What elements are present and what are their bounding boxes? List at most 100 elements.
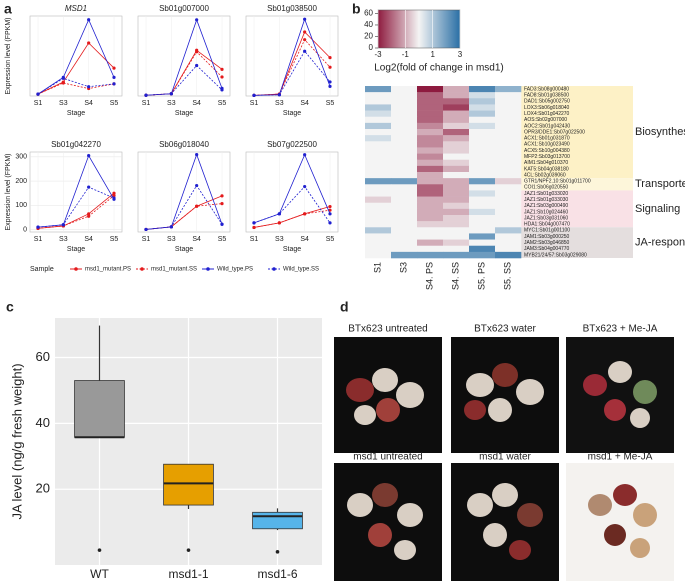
heat-cell (391, 233, 418, 240)
x-tick-label: S4 (300, 100, 309, 107)
heat-cell (391, 196, 418, 204)
panel-label: b (352, 1, 361, 17)
column-label: S4. SS (450, 262, 460, 290)
heat-cell (469, 153, 496, 161)
heat-cell (495, 129, 522, 136)
heat-cell (443, 202, 470, 210)
point (303, 184, 307, 189)
point (61, 81, 65, 85)
x-tick-label: S1 (142, 100, 151, 107)
heat-cell (417, 178, 444, 185)
point (112, 194, 116, 198)
heat-cell (391, 178, 418, 185)
heat-cell (391, 215, 418, 222)
series-line (37, 82, 115, 95)
x-tick-label: S4 (192, 236, 201, 243)
heat-cell (495, 196, 522, 204)
box (163, 463, 214, 506)
point (303, 38, 307, 42)
heat-cell (391, 141, 418, 148)
row-label: MYC1:Sb01g001100 (524, 228, 570, 234)
heat-cell (469, 251, 496, 259)
row-label: MFP2:Sb03g013700 (524, 154, 570, 160)
series-line (253, 153, 331, 224)
legend-swatch (206, 267, 210, 271)
series-line (145, 203, 223, 230)
x-tick-label: S3 (59, 100, 68, 107)
heat-cell (495, 190, 522, 197)
heat-cell (469, 202, 496, 210)
colorbar-tick-label: -1 (402, 50, 410, 59)
heat-cell (365, 239, 392, 247)
heat-cell (469, 147, 496, 154)
row-label: JAZ1:Sb10g024460 (524, 209, 568, 215)
photo (566, 463, 674, 581)
row-label: FAD3:Sb08g000480 (524, 86, 569, 92)
heat-cell (391, 129, 418, 136)
heat-cell (495, 92, 522, 99)
group-label: Signaling (635, 203, 680, 215)
heat-cell (391, 239, 418, 247)
point (195, 50, 199, 54)
heat-cell (443, 159, 470, 167)
point (169, 92, 173, 96)
point (220, 88, 224, 92)
heat-cell (391, 104, 418, 111)
heat-cell (495, 104, 522, 111)
row-label: KAT5:Sb04g038180 (524, 166, 569, 172)
heat-cell (391, 165, 418, 173)
heat-cell (469, 116, 496, 124)
heat-cell (495, 86, 522, 93)
y-tick-label: 60 (36, 349, 50, 364)
y-tick-label: 0 (23, 226, 27, 233)
x-axis-label: Stage (283, 246, 301, 253)
heat-cell (417, 239, 444, 247)
heat-cell (365, 98, 392, 105)
heat-cell (443, 86, 470, 93)
heat-cell (443, 122, 470, 130)
group-band (521, 190, 633, 228)
heat-cell (495, 116, 522, 124)
heat-cell (469, 165, 496, 173)
heat-cell (391, 159, 418, 167)
group-band (521, 178, 633, 191)
heat-cell (417, 122, 444, 130)
row-label: JAZ1:Sb03g031060 (524, 215, 568, 221)
chart-title: Sb01g042270 (51, 140, 101, 149)
heat-cell (469, 196, 496, 204)
heat-cell (495, 208, 522, 216)
row-label: JAM1:Sb03g000250 (524, 234, 570, 240)
heat-cell (495, 98, 522, 105)
x-tick-label: S3 (167, 236, 176, 243)
heat-cell (469, 184, 496, 191)
point (328, 65, 332, 69)
legend-title: Sample (30, 266, 54, 273)
heat-cell (391, 98, 418, 105)
point (87, 41, 91, 45)
heat-cell (417, 159, 444, 167)
heat-cell (365, 110, 392, 118)
heat-cell (391, 221, 418, 228)
heat-cell (443, 251, 470, 259)
y-tick-label: 40 (36, 415, 50, 430)
y-tick-label: 200 (15, 178, 27, 185)
x-axis-label: Stage (67, 110, 85, 117)
heat-cell (443, 190, 470, 197)
heat-cell (391, 190, 418, 197)
x-tick-label: S5 (218, 100, 227, 107)
heat-cell (391, 245, 418, 253)
heat-cell (495, 227, 522, 234)
heat-cell (469, 208, 496, 216)
box (74, 380, 125, 438)
heat-cell (391, 147, 418, 154)
point (220, 194, 224, 198)
heat-cell (417, 86, 444, 93)
panicle (346, 361, 657, 560)
x-tick-label: msd1-6 (257, 567, 297, 581)
photo (451, 463, 559, 581)
heat-cell (365, 172, 392, 179)
point (195, 204, 199, 208)
heat-cell (365, 190, 392, 197)
plot-frame (245, 151, 339, 233)
heat-cell (469, 239, 496, 247)
